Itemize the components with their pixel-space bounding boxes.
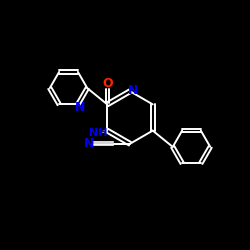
Text: N: N bbox=[75, 101, 86, 114]
Text: N: N bbox=[84, 137, 94, 150]
Text: N: N bbox=[128, 84, 138, 96]
Text: O: O bbox=[102, 77, 113, 90]
Text: NH: NH bbox=[89, 128, 108, 138]
